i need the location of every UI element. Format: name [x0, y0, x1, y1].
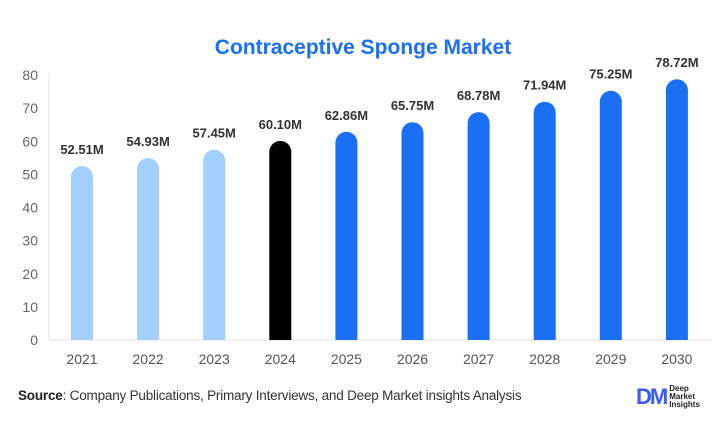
y-tick-label: 60 [22, 133, 38, 149]
data-label: 75.25M [589, 67, 632, 82]
bar [467, 112, 490, 340]
data-label: 78.72M [655, 55, 698, 70]
y-tick-label: 10 [22, 299, 38, 315]
logo-text: Deep [669, 384, 689, 393]
y-tick-label: 80 [22, 67, 38, 83]
x-tick-label: 2024 [265, 351, 296, 367]
bar [71, 166, 94, 340]
x-tick-label: 2028 [529, 351, 560, 367]
data-label: 57.45M [193, 126, 236, 141]
source-note: Source: Company Publications, Primary In… [18, 388, 522, 403]
logo-mark: DM [636, 384, 668, 409]
logo-text: Market [669, 392, 696, 401]
source-text: : Company Publications, Primary Intervie… [62, 388, 522, 403]
y-tick-label: 30 [22, 233, 38, 249]
bar [269, 140, 292, 340]
y-tick-label: 0 [30, 332, 38, 348]
y-tick-label: 50 [22, 166, 38, 182]
y-tick-label: 20 [22, 266, 38, 282]
bar-chart: 0102030405060708052.51M202154.93M202257.… [22, 55, 712, 367]
bar [533, 101, 556, 340]
x-tick-label: 2029 [595, 351, 626, 367]
source-label: Source [18, 388, 63, 403]
data-label: 71.94M [523, 78, 566, 93]
x-tick-label: 2022 [133, 351, 164, 367]
company-logo: DM Deep Market Insights [636, 384, 700, 410]
data-label: 52.51M [60, 142, 103, 157]
x-tick-label: 2030 [661, 351, 692, 367]
bar [335, 131, 358, 340]
x-tick-label: 2027 [463, 351, 494, 367]
x-tick-label: 2021 [66, 351, 97, 367]
bar [665, 79, 688, 341]
data-label: 60.10M [259, 117, 302, 132]
data-label: 62.86M [325, 108, 368, 123]
x-tick-label: 2025 [331, 351, 362, 367]
bar [137, 158, 160, 340]
x-tick-label: 2026 [397, 351, 428, 367]
chart-title: Contraceptive Sponge Market [214, 36, 512, 59]
logo-text: Insights [669, 400, 700, 409]
y-tick-label: 70 [22, 100, 38, 116]
bar [599, 90, 622, 341]
y-tick-label: 40 [22, 200, 38, 216]
data-label: 54.93M [126, 134, 169, 149]
x-tick-label: 2023 [199, 351, 230, 367]
data-label: 68.78M [457, 88, 500, 103]
bar [203, 149, 226, 340]
bar [401, 122, 424, 340]
data-label: 65.75M [391, 98, 434, 113]
